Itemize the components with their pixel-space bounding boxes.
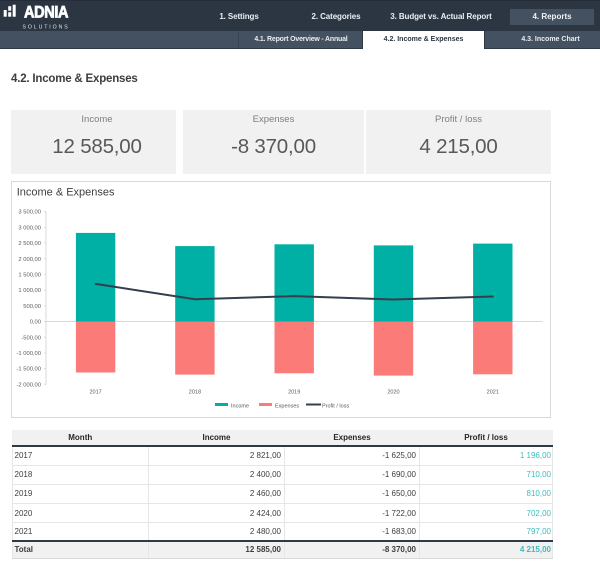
svg-text:2020: 2020 (387, 390, 399, 396)
svg-text:0,00: 0,00 (30, 320, 41, 326)
svg-text:Expenses: Expenses (275, 404, 299, 410)
svg-text:2021: 2021 (487, 390, 499, 396)
svg-text:500,00: 500,00 (23, 304, 41, 310)
svg-text:2018: 2018 (189, 390, 201, 396)
svg-text:-1 000,00: -1 000,00 (17, 351, 42, 357)
svg-text:Profit / loss: Profit / loss (322, 404, 349, 410)
svg-text:-2 000,00: -2 000,00 (17, 382, 42, 388)
svg-text:1 500,00: 1 500,00 (18, 273, 41, 279)
svg-text:2019: 2019 (288, 390, 300, 396)
svg-text:3 000,00: 3 000,00 (18, 225, 41, 231)
svg-text:3 500,00: 3 500,00 (18, 210, 41, 216)
svg-text:-1 500,00: -1 500,00 (17, 367, 42, 373)
svg-text:2 500,00: 2 500,00 (18, 241, 41, 247)
svg-text:SOLUTIONS: SOLUTIONS (23, 25, 70, 30)
svg-text:2017: 2017 (89, 390, 101, 396)
svg-text:Income & Expenses: Income & Expenses (17, 187, 115, 199)
svg-text:-500,00: -500,00 (21, 335, 41, 341)
svg-text:1 000,00: 1 000,00 (18, 288, 41, 294)
svg-text:Income: Income (231, 404, 249, 410)
svg-text:ADNIA: ADNIA (24, 4, 68, 22)
svg-text:2 000,00: 2 000,00 (18, 257, 41, 263)
